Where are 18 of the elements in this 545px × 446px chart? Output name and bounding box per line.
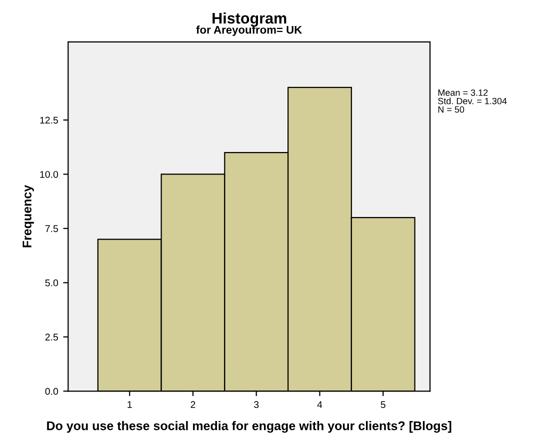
- y-tick-label: 5.0: [45, 279, 58, 286]
- chart-subtitle: for Areyoufrom= UK: [196, 26, 302, 36]
- y-tick-label: 10.0: [40, 170, 58, 178]
- chart-title: Histogram: [212, 12, 286, 27]
- x-tick-label: 3: [254, 401, 259, 408]
- x-tick-label: 1: [128, 401, 132, 408]
- x-tick-label: 2: [190, 401, 196, 408]
- y-axis-title: Frequency: [22, 184, 34, 248]
- y-tick-label: 12.5: [40, 116, 58, 124]
- x-axis-title: Do you use these social media for engage with your clients? [Blogs]: [47, 421, 452, 433]
- y-tick-label: 7.5: [45, 225, 58, 232]
- y-tick-label: 0.0: [45, 388, 58, 395]
- text: Std. Dev. = 1.304: [438, 98, 507, 104]
- text: N = 50: [438, 106, 464, 113]
- y-tick-label: 2.5: [45, 334, 58, 341]
- text: Mean = 3.12: [438, 89, 488, 96]
- x-tick-label: 4: [317, 401, 322, 408]
- x-tick-label: 5: [380, 401, 386, 408]
